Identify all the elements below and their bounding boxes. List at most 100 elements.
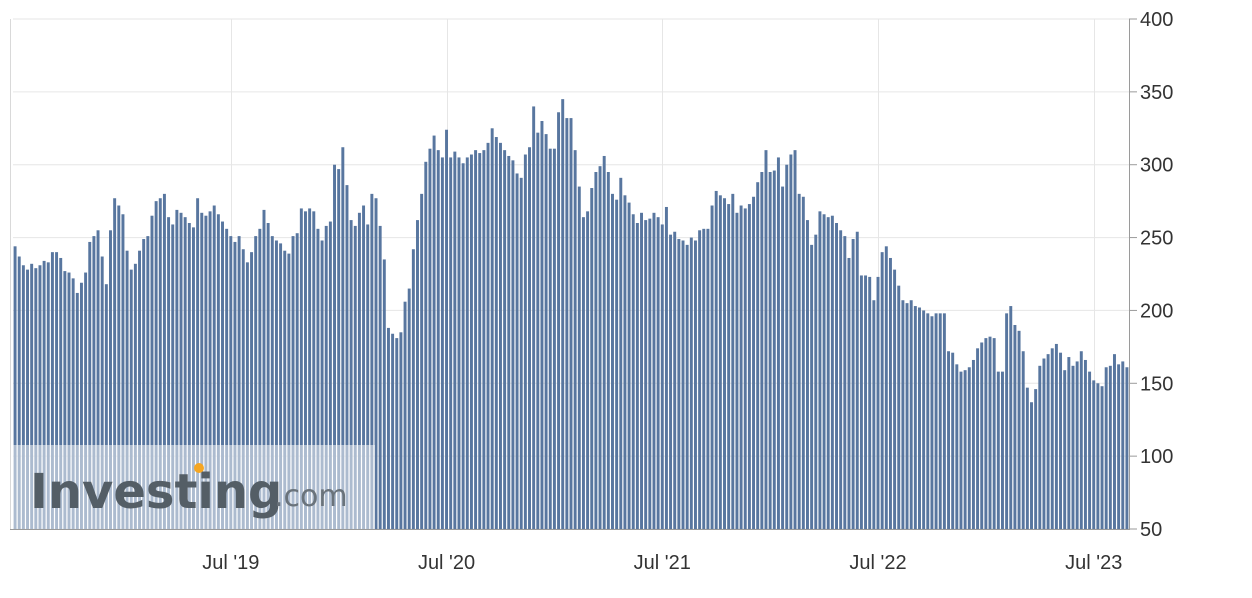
bar[interactable]: [1079, 351, 1083, 529]
bar[interactable]: [1067, 357, 1071, 529]
bar[interactable]: [308, 208, 312, 529]
bar[interactable]: [818, 211, 822, 529]
bar[interactable]: [826, 217, 830, 530]
bar[interactable]: [432, 135, 436, 529]
bar[interactable]: [465, 157, 469, 529]
bar[interactable]: [1000, 371, 1004, 529]
bar[interactable]: [113, 198, 117, 530]
bar[interactable]: [594, 172, 598, 529]
bar[interactable]: [731, 193, 735, 530]
bar[interactable]: [507, 155, 511, 529]
bar[interactable]: [951, 352, 955, 529]
bar[interactable]: [640, 212, 643, 530]
bar[interactable]: [254, 236, 258, 530]
bar[interactable]: [312, 211, 316, 529]
bar[interactable]: [337, 169, 341, 529]
bar[interactable]: [893, 269, 897, 529]
bar[interactable]: [274, 240, 278, 530]
bar[interactable]: [270, 236, 274, 530]
bar[interactable]: [739, 205, 743, 529]
bar[interactable]: [167, 217, 171, 530]
bar[interactable]: [548, 148, 552, 529]
bar[interactable]: [976, 348, 980, 529]
bar[interactable]: [59, 257, 63, 529]
bar[interactable]: [855, 231, 859, 530]
bar[interactable]: [1063, 370, 1067, 529]
bar[interactable]: [1042, 358, 1046, 529]
bar[interactable]: [706, 228, 710, 529]
bar[interactable]: [88, 241, 92, 529]
bar[interactable]: [416, 220, 419, 529]
bar[interactable]: [1113, 354, 1116, 529]
bar[interactable]: [362, 205, 366, 529]
bar[interactable]: [250, 252, 254, 529]
bar[interactable]: [523, 154, 527, 529]
bar[interactable]: [245, 262, 249, 529]
bar[interactable]: [349, 220, 353, 529]
bar[interactable]: [374, 198, 378, 530]
bar[interactable]: [453, 151, 457, 529]
bar[interactable]: [262, 209, 266, 529]
bar[interactable]: [399, 332, 403, 529]
bar[interactable]: [324, 225, 328, 529]
bar[interactable]: [71, 278, 75, 529]
bar[interactable]: [266, 223, 270, 529]
bar[interactable]: [635, 223, 639, 529]
bar[interactable]: [162, 193, 166, 530]
bar[interactable]: [681, 240, 685, 530]
bar[interactable]: [611, 193, 614, 530]
bar[interactable]: [100, 256, 104, 529]
bar[interactable]: [237, 236, 241, 530]
bar[interactable]: [955, 364, 959, 529]
bar[interactable]: [938, 313, 942, 529]
bar[interactable]: [1121, 361, 1125, 529]
bar[interactable]: [482, 150, 486, 529]
bar[interactable]: [835, 223, 838, 529]
bar[interactable]: [34, 268, 38, 529]
bar[interactable]: [196, 198, 200, 530]
bar[interactable]: [1050, 348, 1054, 529]
bar[interactable]: [586, 211, 590, 529]
bar[interactable]: [967, 367, 971, 529]
bar[interactable]: [1071, 365, 1075, 529]
bar[interactable]: [142, 239, 146, 529]
bar[interactable]: [685, 244, 689, 530]
bar[interactable]: [557, 112, 561, 529]
bar[interactable]: [930, 316, 934, 529]
bar[interactable]: [743, 208, 747, 529]
bar[interactable]: [656, 217, 660, 530]
bar[interactable]: [424, 161, 428, 530]
bar[interactable]: [789, 154, 793, 529]
bar[interactable]: [499, 142, 502, 530]
bar[interactable]: [1096, 383, 1100, 529]
bar[interactable]: [353, 225, 357, 529]
bar[interactable]: [30, 263, 34, 529]
bar[interactable]: [328, 221, 332, 530]
bar[interactable]: [117, 205, 121, 529]
bar[interactable]: [370, 193, 374, 530]
bar[interactable]: [92, 236, 96, 530]
bar[interactable]: [449, 157, 453, 529]
bar[interactable]: [888, 257, 892, 529]
bar[interactable]: [283, 250, 287, 529]
bar[interactable]: [876, 276, 880, 529]
bar[interactable]: [918, 307, 921, 529]
bar[interactable]: [428, 148, 432, 529]
bar[interactable]: [851, 239, 855, 529]
bar[interactable]: [216, 214, 220, 529]
bar[interactable]: [212, 205, 216, 529]
bar[interactable]: [880, 252, 884, 529]
bar[interactable]: [760, 172, 764, 529]
bar[interactable]: [785, 164, 789, 529]
bar[interactable]: [146, 236, 150, 530]
bar[interactable]: [901, 300, 905, 529]
bar[interactable]: [403, 301, 407, 529]
bar[interactable]: [304, 211, 307, 529]
bar[interactable]: [764, 150, 768, 529]
bar[interactable]: [13, 246, 17, 529]
bar[interactable]: [1046, 354, 1050, 529]
bar[interactable]: [1005, 313, 1009, 529]
bar[interactable]: [474, 150, 478, 529]
bar[interactable]: [133, 263, 137, 529]
bar[interactable]: [644, 220, 648, 529]
